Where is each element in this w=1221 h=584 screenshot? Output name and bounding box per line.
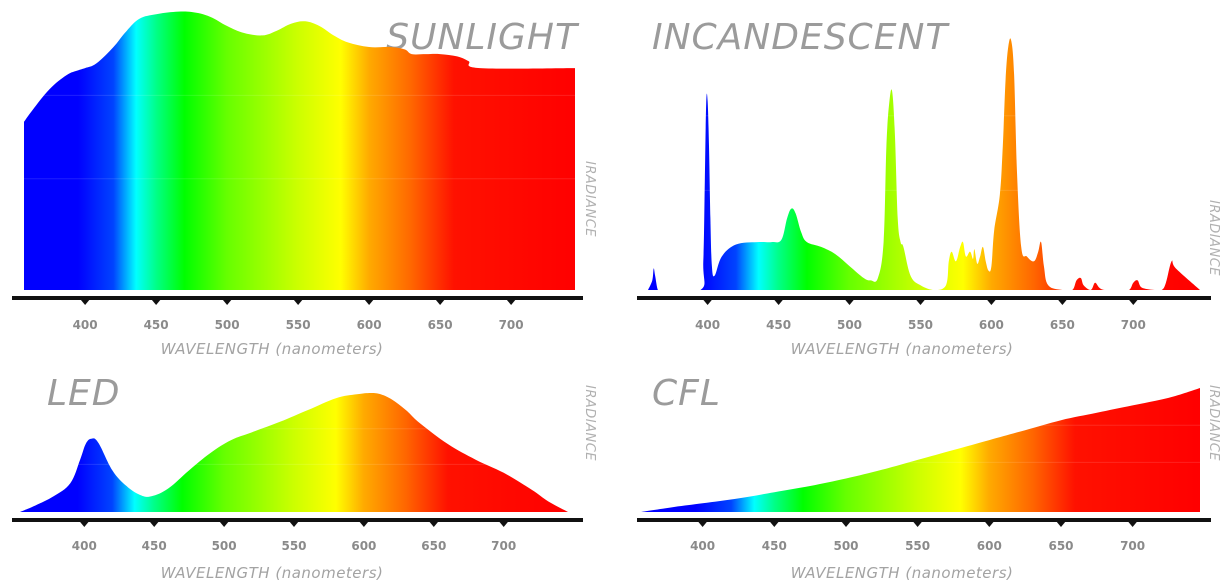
x-tick-mark	[222, 299, 233, 305]
x-tick-label: 550	[905, 539, 930, 553]
x-tick-label: 600	[977, 539, 1002, 553]
x-tick-label: 650	[421, 539, 446, 553]
x-tick-mark	[702, 299, 713, 305]
sunlight-chart: SUNLIGHT 400 450 500 550 600 650 700 WAVELENGT…	[12, 11, 597, 358]
x-tick-label: 600	[979, 318, 1004, 332]
x-tick-label: 650	[1048, 539, 1073, 553]
x-tick-label: 550	[281, 539, 306, 553]
spectrum-area	[641, 388, 1200, 512]
x-tick-label: 450	[762, 539, 787, 553]
cfl-chart: CFL 400 450 500 550 600 650 700 WAVELENGTH (na…	[637, 373, 1221, 582]
x-tick-label: 450	[142, 539, 167, 553]
x-tick-mark	[773, 299, 784, 305]
x-tick-mark	[358, 521, 369, 527]
x-tick-mark	[364, 299, 375, 305]
x-tick-mark	[498, 521, 509, 527]
x-tick-mark	[1127, 521, 1138, 527]
x-tick-label: 400	[690, 539, 715, 553]
x-tick-mark	[289, 521, 299, 527]
x-tick-label: 450	[144, 318, 169, 332]
x-tick-mark	[769, 521, 780, 527]
y-axis-label: IRADIANCE	[582, 385, 597, 461]
x-tick-label: 500	[837, 318, 862, 332]
x-tick-mark	[1056, 521, 1066, 527]
x-tick-label: 500	[215, 318, 240, 332]
x-tick-mark	[80, 299, 91, 305]
x-axis-label: WAVELENGTH (nanometers)	[791, 340, 1014, 358]
y-axis-label: IRADIANCE	[582, 161, 597, 237]
chart-title: SUNLIGHT	[386, 17, 580, 58]
x-tick-mark	[1128, 299, 1139, 305]
x-tick-label: 400	[695, 318, 720, 332]
x-tick-mark	[986, 299, 997, 305]
x-tick-label: 700	[1120, 539, 1145, 553]
x-tick-label: 700	[1121, 318, 1146, 332]
x-tick-label: 400	[73, 318, 98, 332]
spectrum-area	[648, 38, 1200, 290]
x-tick-label: 650	[1050, 318, 1075, 332]
x-tick-label: 550	[286, 318, 311, 332]
x-tick-mark	[506, 299, 517, 305]
x-tick-mark	[151, 299, 162, 305]
x-tick-label: 600	[351, 539, 376, 553]
x-tick-mark	[697, 521, 708, 527]
chart-title: INCANDESCENT	[652, 17, 950, 58]
x-tick-label: 650	[428, 318, 453, 332]
y-axis-label: IRADIANCE	[1206, 385, 1221, 461]
x-tick-mark	[149, 521, 160, 527]
x-tick-mark	[1057, 299, 1068, 305]
x-tick-mark	[435, 299, 446, 305]
x-axis-label: WAVELENGTH (nanometers)	[161, 564, 384, 582]
x-tick-label: 600	[357, 318, 382, 332]
chart-title: LED	[47, 373, 121, 414]
x-tick-mark	[79, 521, 90, 527]
y-axis-label: IRADIANCE	[1206, 200, 1221, 276]
x-tick-mark	[984, 521, 995, 527]
x-tick-mark	[841, 521, 851, 527]
spectrum-area	[20, 393, 568, 512]
x-tick-mark	[844, 299, 855, 305]
x-tick-mark	[428, 521, 439, 527]
x-tick-label: 500	[212, 539, 237, 553]
led-chart: LED 400 450 500 550 600 650 700 WAVELENGTH (na…	[12, 373, 597, 582]
x-tick-label: 400	[72, 539, 97, 553]
incandescent-chart: INCANDESCENT 400 450 500 550 600 650 700 WAVEL…	[637, 17, 1221, 358]
x-tick-label: 450	[766, 318, 791, 332]
x-tick-label: 700	[491, 539, 516, 553]
x-tick-label: 500	[833, 539, 858, 553]
x-tick-mark	[219, 521, 230, 527]
x-axis-label: WAVELENGTH (nanometers)	[161, 340, 384, 358]
x-tick-label: 700	[499, 318, 524, 332]
x-tick-mark	[293, 299, 304, 305]
x-tick-mark	[912, 521, 923, 527]
x-tick-mark	[915, 299, 926, 305]
spectrum-area	[24, 11, 575, 291]
chart-title: CFL	[652, 373, 721, 414]
x-axis-label: WAVELENGTH (nanometers)	[791, 564, 1014, 582]
x-tick-label: 550	[908, 318, 933, 332]
